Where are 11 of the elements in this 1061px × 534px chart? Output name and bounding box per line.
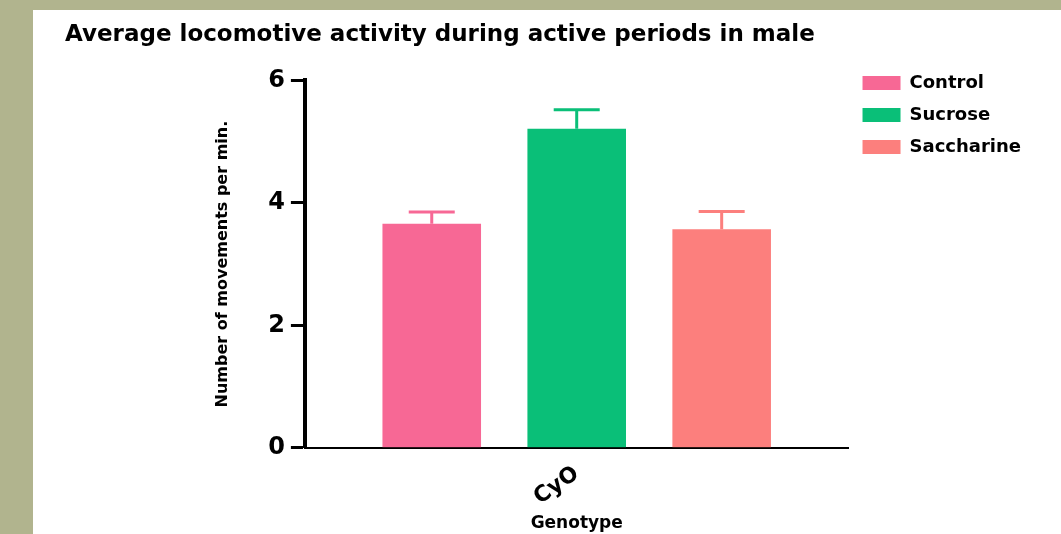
y-tick-label: 4 xyxy=(268,187,285,216)
y-tick-label: 6 xyxy=(268,64,285,93)
chart-title: Average locomotive activity during active periods in male xyxy=(65,20,815,46)
legend-label: Saccharine xyxy=(909,134,1021,156)
y-tick-label: 2 xyxy=(268,309,285,338)
y-axis-title: Number of movements per min. xyxy=(211,120,231,408)
x-axis-title: Genotype xyxy=(530,512,623,533)
y-tick-label: 0 xyxy=(268,432,285,460)
legend-label: Control xyxy=(909,70,984,92)
x-tick-label: CyO xyxy=(528,459,583,509)
legend-label: Sucrose xyxy=(909,102,991,124)
